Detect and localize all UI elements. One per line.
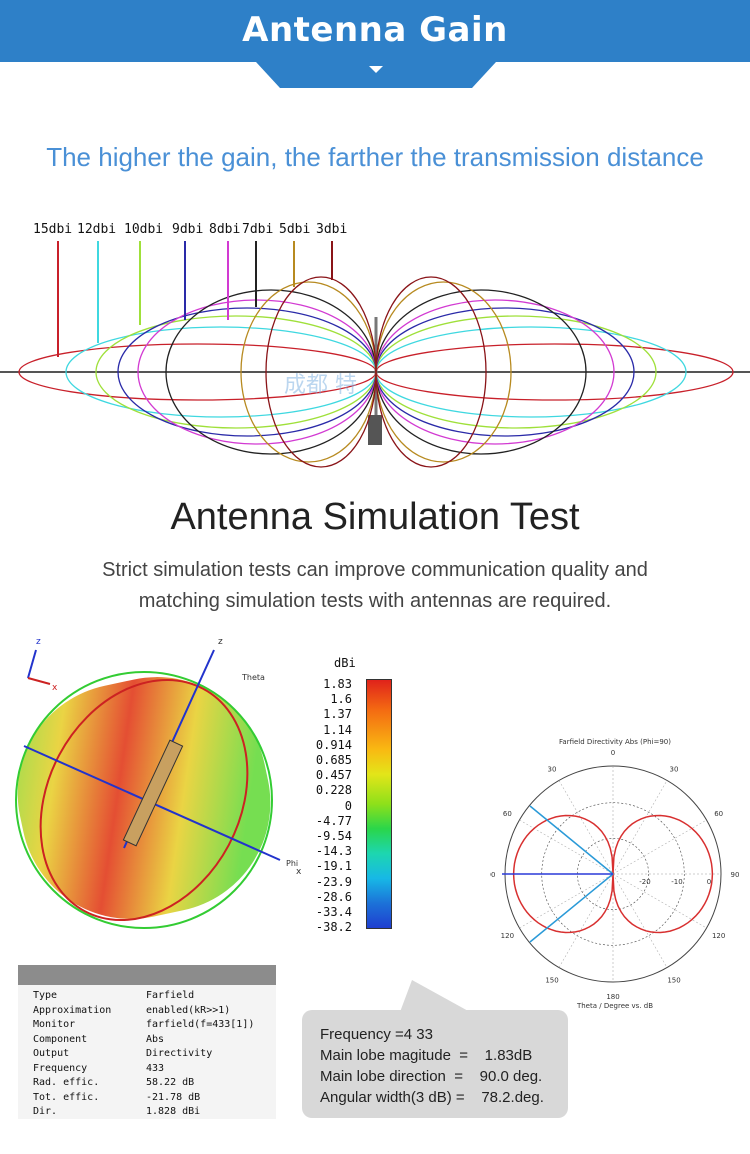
results-callout: Frequency =4 33 Main lobe magitude = 1.8… bbox=[302, 1010, 568, 1118]
table-key: Output bbox=[33, 1048, 70, 1059]
table-key: Frequency bbox=[33, 1062, 88, 1074]
table-value: -21.78 dB bbox=[146, 1091, 201, 1103]
axis-z-label: z bbox=[218, 637, 223, 647]
color-scale-tick: -38.2 bbox=[315, 920, 352, 935]
simulation-description: Strict simulation tests can improve comm… bbox=[102, 559, 648, 612]
table-key: Rad. effic. bbox=[33, 1077, 100, 1088]
polar-angle-label: 30 bbox=[548, 765, 557, 773]
table-key: Approximation bbox=[33, 1004, 112, 1016]
callout-line: Main lobe magitude = 1.83dB bbox=[320, 1047, 533, 1064]
color-scale-tick: 1.6 bbox=[330, 692, 352, 707]
polar-angle-label: 60 bbox=[714, 810, 723, 818]
color-scale-tick: 1.83 bbox=[323, 677, 352, 691]
table-key: Component bbox=[33, 1033, 88, 1045]
callout-tail bbox=[400, 980, 470, 1012]
table-key: Tot. effic. bbox=[33, 1091, 100, 1103]
polar-angle-labels: 0 30 30 60 60 90 90 120 120 150 150 180 -20 -10 0 bbox=[490, 749, 739, 1001]
table-value: Abs bbox=[146, 1033, 165, 1045]
polar-directivity-plot: Farfield Directivity Abs (Phi=90) 0 30 30 6… bbox=[490, 738, 739, 1010]
gain-label-8dbi: 8dbi bbox=[209, 222, 241, 237]
color-scale-tick: 1.14 bbox=[323, 722, 352, 737]
polar-angle-label: 150 bbox=[667, 977, 680, 985]
polar-angle-label: 60 bbox=[503, 810, 512, 818]
color-scale-tick: -9.54 bbox=[315, 829, 352, 843]
caret-down-icon bbox=[369, 66, 383, 73]
axis-theta-label: Theta bbox=[241, 673, 265, 682]
gain-label-3dbi: 3dbi bbox=[316, 222, 348, 237]
gain-pattern-diagram: 成都 特 bbox=[0, 241, 750, 468]
color-scale-tick: 1.37 bbox=[323, 707, 352, 722]
color-scale-tick: 0.914 bbox=[315, 737, 352, 752]
color-scale-tick: -19.1 bbox=[315, 859, 352, 874]
polar-radial-label: -20 bbox=[639, 878, 650, 886]
green-ring bbox=[15, 671, 273, 929]
polar-grid-ring bbox=[577, 838, 649, 910]
color-scale-tick: 0.457 bbox=[315, 768, 352, 783]
color-scale-tick: -33.4 bbox=[315, 905, 352, 919]
simulation-title: Antenna Simulation Test bbox=[170, 496, 580, 538]
polar-radial-label: 0 bbox=[707, 878, 711, 886]
table-key: Monitor bbox=[33, 1019, 76, 1030]
color-scale-tick: 0.228 bbox=[315, 783, 352, 798]
gain-label-7dbi: 7dbi bbox=[242, 222, 274, 237]
beamwidth-line-upper bbox=[529, 805, 614, 875]
axis-phi-label: Phi bbox=[286, 859, 298, 868]
radiation-3d-model: z x z Theta Phi x bbox=[15, 637, 302, 929]
callout-line: Main lobe direction = 90.0 deg. bbox=[320, 1068, 543, 1085]
color-scale-tick: -23.9 bbox=[315, 874, 352, 889]
table-value: 58.22 dB bbox=[146, 1077, 195, 1088]
gain-label-5dbi: 5dbi bbox=[279, 222, 311, 237]
gain-lobe-right bbox=[375, 276, 487, 468]
table-key: Dir. bbox=[33, 1106, 58, 1117]
color-scale-tick: 0 bbox=[344, 798, 352, 813]
red-ring bbox=[39, 678, 249, 922]
antenna-model bbox=[122, 739, 184, 847]
polar-angle-label: 0 bbox=[611, 749, 615, 757]
callout-line: Frequency =4 33 bbox=[320, 1026, 433, 1043]
callout-line: Angular width(3 dB) = 78.2.deg. bbox=[320, 1089, 544, 1106]
farfield-info-table: Type Farfield Approximation enabled(kR>>1) M… bbox=[18, 965, 276, 1119]
gain-lobes bbox=[18, 276, 734, 468]
header-title: Antenna Gain bbox=[242, 10, 508, 50]
table-value: farfield(f=433[1]) bbox=[146, 1019, 255, 1030]
table-key: Type bbox=[33, 990, 58, 1001]
color-scale-bar bbox=[366, 679, 392, 929]
color-scale-tick: -28.6 bbox=[315, 889, 352, 904]
table-value: Directivity bbox=[146, 1048, 213, 1059]
gain-label-10dbi: 10dbi bbox=[124, 222, 164, 237]
gain-label-9dbi: 9dbi bbox=[172, 222, 204, 237]
antenna-base bbox=[368, 415, 382, 445]
coordinate-triad-icon: z x bbox=[27, 637, 58, 693]
color-scale-tick: -4.77 bbox=[315, 813, 352, 828]
polar-angle-label: 90 bbox=[490, 871, 495, 879]
polar-angle-label: 120 bbox=[712, 932, 725, 940]
color-scale-tick: 0.685 bbox=[315, 753, 352, 767]
table-value: enabled(kR>>1) bbox=[146, 1004, 231, 1016]
header-banner: Antenna Gain bbox=[0, 0, 750, 62]
polar-radial-label: -10 bbox=[671, 878, 682, 886]
table-header bbox=[18, 965, 276, 985]
polar-title: Farfield Directivity Abs (Phi=90) bbox=[559, 738, 671, 746]
svg-text:x: x bbox=[52, 683, 58, 693]
gain-leader-lines bbox=[57, 241, 333, 357]
polar-angle-label: 180 bbox=[606, 993, 619, 1001]
polar-angle-label: 90 bbox=[731, 871, 740, 879]
polar-grid-ring bbox=[541, 802, 685, 946]
color-scale-tick: -14.3 bbox=[315, 844, 352, 859]
polar-angle-label: 120 bbox=[501, 932, 514, 940]
polar-xlabel: Theta / Degree vs. dB bbox=[576, 1002, 653, 1010]
table-value: 433 bbox=[146, 1062, 165, 1074]
polar-angle-label: 30 bbox=[670, 765, 679, 773]
gain-label-15dbi: 15dbi bbox=[33, 222, 73, 237]
tagline: The higher the gain, the farther the tra… bbox=[46, 142, 704, 172]
svg-text:z: z bbox=[36, 637, 41, 647]
watermark: 成都 特 bbox=[284, 373, 357, 398]
table-value: 1.828 dBi bbox=[146, 1106, 201, 1117]
axis-x-label: x bbox=[296, 867, 302, 877]
beamwidth-line-lower bbox=[529, 873, 614, 943]
table-value: Farfield bbox=[146, 990, 195, 1001]
polar-angle-label: 150 bbox=[545, 977, 558, 985]
color-scale-unit: dBi bbox=[334, 656, 356, 670]
gain-label-12dbi: 12dbi bbox=[77, 222, 117, 237]
